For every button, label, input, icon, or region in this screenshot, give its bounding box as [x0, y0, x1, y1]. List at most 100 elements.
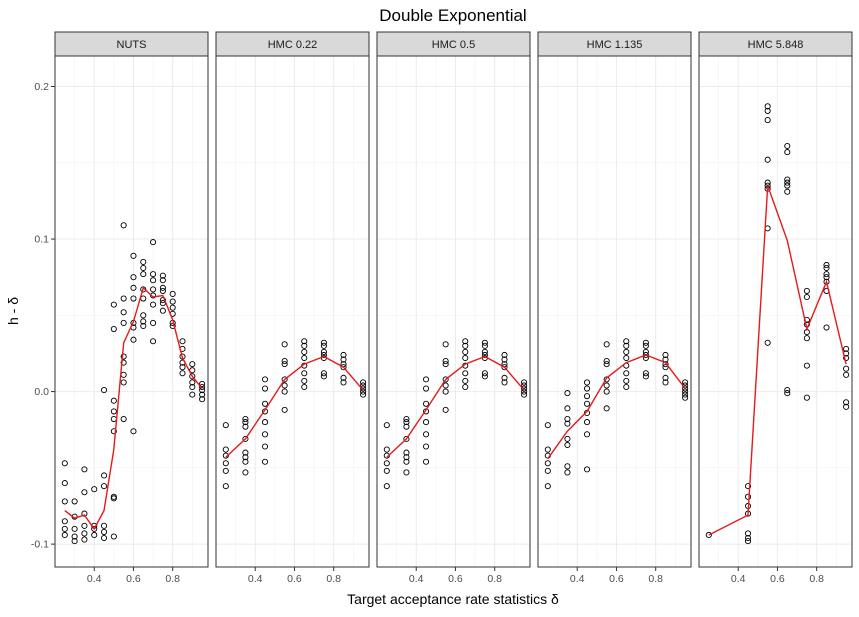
data-point — [603, 341, 610, 348]
data-point — [784, 149, 791, 156]
x-tick-label: 0.8 — [165, 573, 180, 585]
data-point — [320, 342, 327, 349]
data-point — [803, 335, 810, 342]
mean-line — [547, 354, 686, 460]
data-point — [281, 361, 288, 368]
data-point — [81, 530, 88, 537]
data-point — [281, 358, 288, 365]
data-point — [462, 377, 469, 384]
panel-border — [215, 55, 370, 568]
x-tick-label: 0.6 — [770, 573, 785, 585]
data-point — [169, 322, 176, 330]
data-point — [442, 341, 449, 348]
x-axis-title: Target acceptance rate statistics δ — [347, 591, 559, 607]
data-point — [100, 534, 108, 542]
facet-panel: HMC 0.5 0.4 0.6 0.8 — [376, 31, 531, 585]
data-point — [81, 522, 88, 529]
data-point — [61, 460, 68, 467]
data-point — [521, 379, 528, 386]
data-point — [189, 373, 196, 380]
data-point — [61, 525, 68, 532]
data-point — [422, 385, 430, 392]
data-point — [544, 422, 551, 429]
data-point — [140, 312, 147, 319]
data-point — [642, 351, 649, 359]
data-point — [100, 387, 108, 394]
data-point — [130, 284, 137, 291]
data-point — [583, 393, 591, 400]
data-point — [320, 373, 327, 380]
data-point — [340, 356, 347, 363]
data-point — [110, 495, 117, 502]
data-point — [281, 341, 288, 348]
data-point — [682, 388, 689, 395]
data-point — [189, 361, 196, 368]
data-point — [120, 222, 127, 229]
data-point — [682, 385, 689, 392]
data-point — [521, 382, 528, 389]
y-tick-label: 0.0 — [34, 386, 49, 398]
data-point — [623, 370, 630, 377]
data-point — [383, 460, 390, 467]
y-axis-title: h - δ — [5, 297, 21, 325]
data-point — [242, 419, 249, 426]
data-point — [81, 489, 88, 496]
facet-strip — [376, 31, 531, 57]
data-point — [462, 338, 469, 345]
data-point — [71, 525, 78, 532]
data-point — [222, 460, 229, 467]
data-point — [179, 338, 186, 345]
data-point — [623, 377, 630, 384]
data-point — [130, 252, 137, 259]
data-point — [544, 467, 551, 474]
data-point — [383, 483, 390, 490]
data-point — [120, 359, 127, 366]
data-point — [179, 364, 186, 371]
data-point — [784, 390, 791, 397]
panel-border — [54, 55, 209, 568]
data-point — [642, 370, 649, 377]
data-point — [320, 339, 327, 346]
data-point — [242, 454, 249, 461]
x-axis-ticks: 0.4 0.6 0.8 — [248, 567, 341, 585]
data-point — [481, 348, 488, 355]
data-point — [169, 290, 176, 298]
data-point — [242, 469, 249, 476]
data-point — [843, 345, 850, 352]
data-point — [150, 319, 157, 326]
data-point — [462, 354, 469, 362]
gridlines — [216, 56, 369, 567]
data-point — [564, 405, 571, 412]
x-tick-label: 0.8 — [487, 573, 502, 585]
data-point — [764, 107, 771, 114]
data-point — [544, 446, 551, 453]
x-axis-ticks: 0.4 0.6 0.8 — [87, 567, 180, 585]
data-point — [189, 379, 196, 386]
data-point — [422, 376, 430, 383]
data-point — [61, 498, 68, 505]
data-point — [544, 483, 551, 490]
data-point — [222, 467, 229, 474]
data-point — [823, 274, 830, 281]
data-point — [422, 443, 430, 450]
data-point — [462, 383, 469, 391]
data-point — [564, 420, 571, 427]
data-point — [442, 388, 449, 395]
data-point — [222, 483, 229, 490]
data-point — [261, 431, 269, 438]
gridlines — [377, 56, 530, 567]
data-point — [823, 271, 830, 278]
x-tick-label: 0.8 — [648, 573, 663, 585]
x-axis-ticks: 0.4 0.6 0.8 — [731, 567, 824, 585]
data-point — [140, 318, 147, 325]
data-points — [705, 103, 850, 545]
data-point — [281, 388, 288, 395]
data-point — [784, 182, 791, 189]
data-point — [301, 342, 308, 349]
data-point — [81, 466, 88, 473]
x-tick-label: 0.6 — [287, 573, 302, 585]
facet-panel: HMC 0.22 0.4 0.6 0.8 — [215, 31, 370, 585]
data-point — [110, 408, 117, 415]
data-point — [403, 435, 410, 442]
data-point — [744, 538, 752, 545]
